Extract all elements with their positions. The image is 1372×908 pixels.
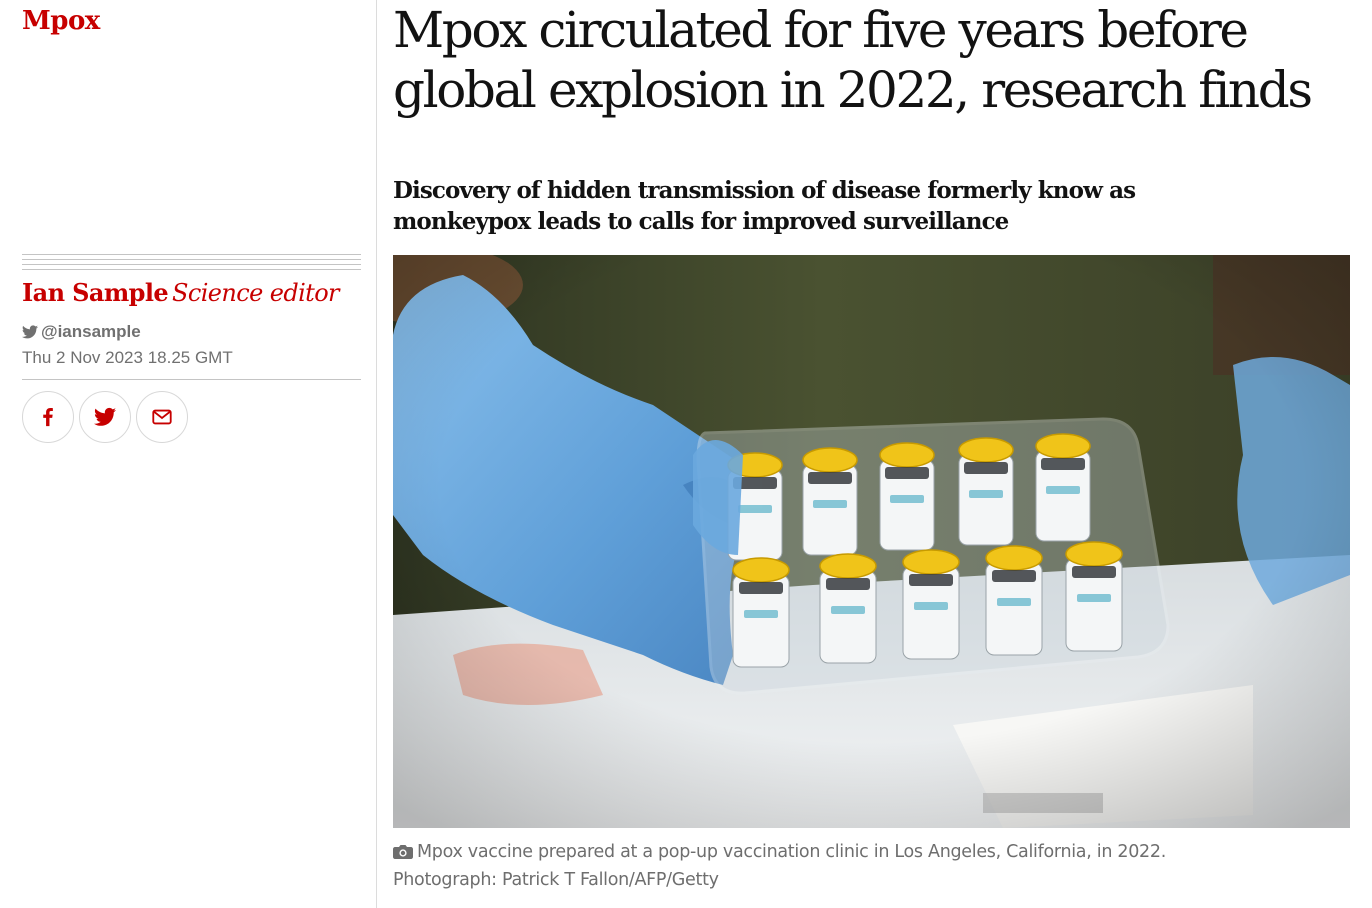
publication-date: Thu 2 Nov 2023 18.25 GMT (22, 348, 233, 367)
photo-caption: Mpox vaccine prepared at a pop-up vaccin… (393, 838, 1353, 894)
photo-credit: Photograph: Patrick T Fallon/AFP/Getty (393, 870, 719, 890)
share-twitter-button[interactable] (79, 391, 131, 443)
camera-icon (393, 845, 413, 859)
author-name[interactable]: Ian Sample (22, 278, 169, 307)
headline: Mpox circulated for five years before gl… (393, 1, 1313, 119)
share-facebook-button[interactable] (22, 391, 74, 443)
twitter-icon (94, 407, 116, 426)
byline-rules (22, 254, 361, 274)
main-photo[interactable] (393, 255, 1350, 828)
twitter-handle: @iansample (41, 322, 141, 341)
vaccine-vials-photo (393, 255, 1350, 828)
article-meta-column: Mpox Ian Sample Science editor @iansample… (22, 0, 361, 908)
twitter-handle-link[interactable]: @iansample (22, 322, 141, 342)
caption-text: Mpox vaccine prepared at a pop-up vaccin… (417, 842, 1166, 862)
author-role: Science editor (172, 279, 340, 307)
column-divider (376, 0, 377, 908)
share-email-button[interactable] (136, 391, 188, 443)
meta-divider (22, 379, 361, 380)
email-icon (152, 409, 172, 425)
facebook-icon (43, 408, 53, 427)
section-label[interactable]: Mpox (22, 6, 100, 36)
share-buttons (22, 391, 188, 443)
byline: Ian Sample Science editor (22, 278, 340, 307)
twitter-icon (22, 325, 38, 339)
standfirst: Discovery of hidden transmission of dise… (393, 177, 1136, 235)
